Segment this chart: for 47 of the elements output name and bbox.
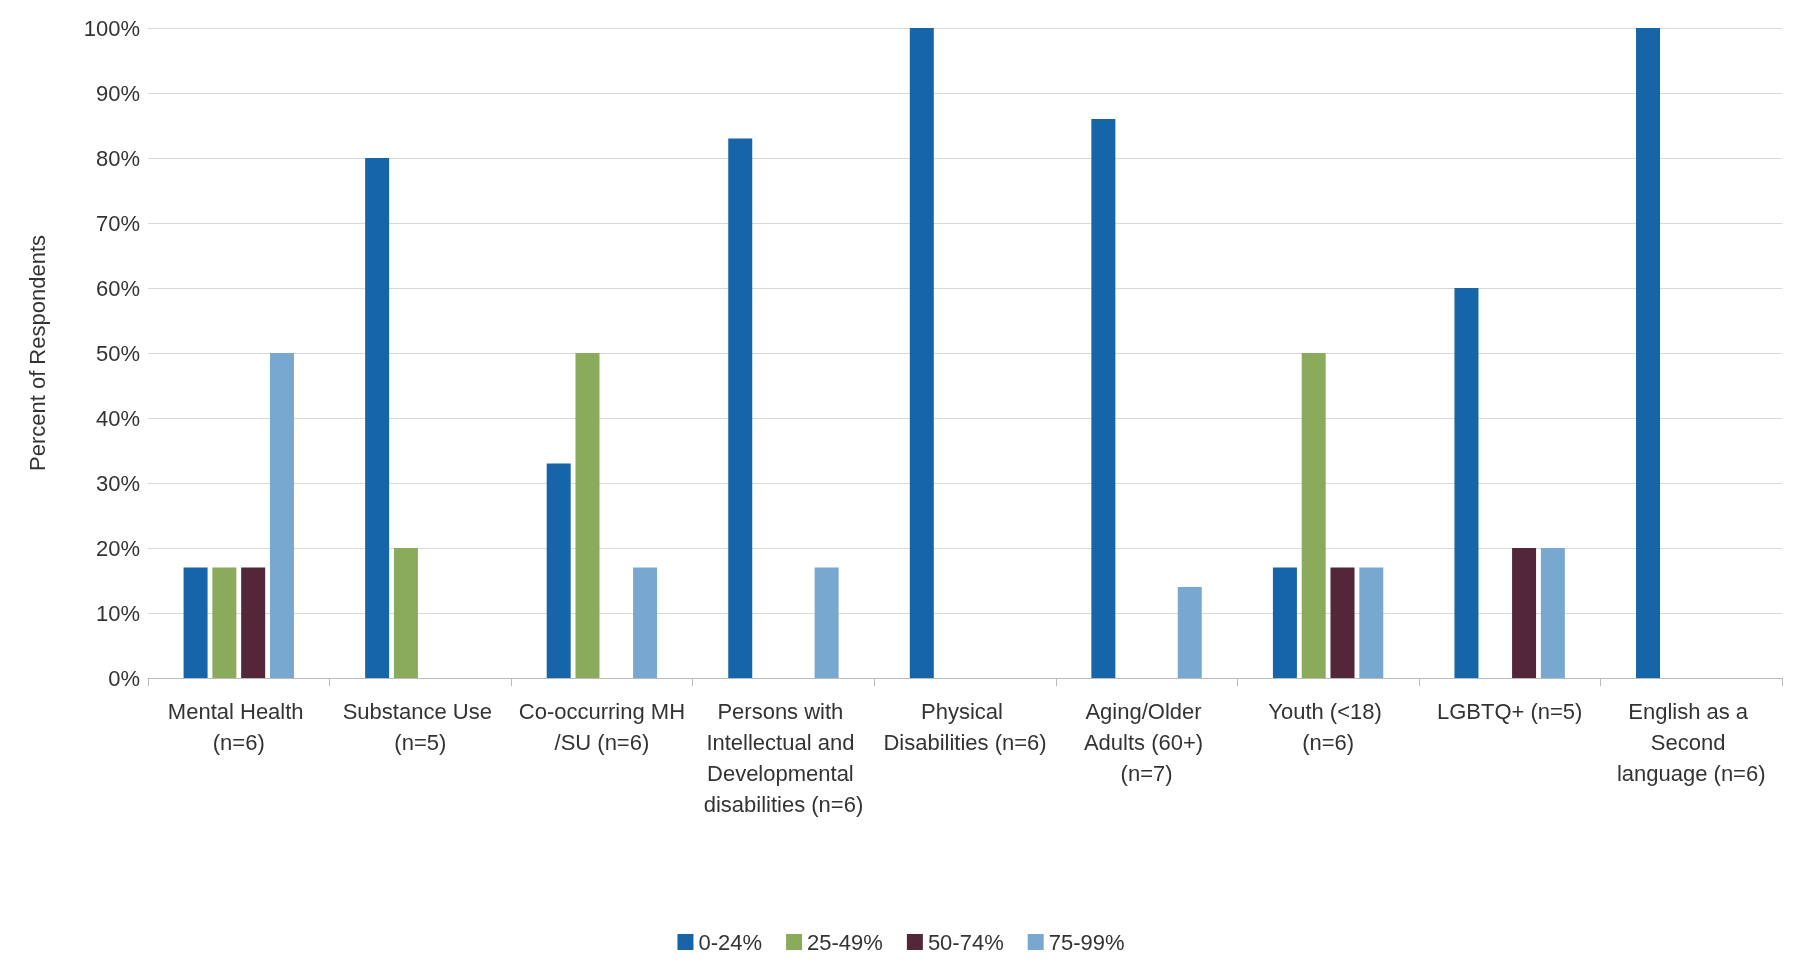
bar [365,158,390,678]
bar [1540,548,1565,678]
bar [1636,28,1661,678]
y-tick-label: 10% [95,600,140,626]
y-axis-title: Percent of Respondents [24,234,50,472]
y-tick-label: 60% [95,275,140,301]
bar [183,567,208,678]
bar [212,567,237,678]
bar [546,463,571,678]
x-tick-label: Persons with Intellectual and Developmental disabilities (n=6) [703,699,864,817]
y-tick-label: 80% [95,145,140,171]
bar [1272,567,1297,678]
y-tick-label: 100% [83,15,140,41]
y-tick-label: 50% [95,340,140,366]
x-tick-label: English as a Second language (n=6) [1616,699,1766,786]
bar [269,353,294,678]
y-tick-label: 20% [95,535,140,561]
bar [1330,567,1355,678]
bar [1512,548,1537,678]
y-tick-label: 90% [95,80,140,106]
y-tick-label: 30% [95,470,140,496]
x-tick-label: Mental Health (n=6) [167,699,310,755]
bar [241,567,266,678]
x-tick-label: Physical Disabilities (n=6) [883,699,1047,755]
bar [814,567,839,678]
bar [633,567,658,678]
x-tick-label: Aging/Older Adults (60+) (n=7) [1083,699,1210,786]
x-tick-label: Substance Use (n=5) [342,699,498,755]
legend-label: 0-24% [698,929,763,955]
bar [728,138,753,678]
legend-label: 75-99% [1048,929,1125,955]
legend-label: 50-74% [927,929,1004,955]
y-tick-label: 40% [95,405,140,431]
bar [1177,587,1202,678]
bar [909,28,934,678]
bar [1091,119,1116,678]
x-tick-label: LGBTQ+ (n=5) [1436,699,1583,724]
x-tick-label: Co-occurring MH/SU (n=6) [518,699,686,755]
y-tick-label: 70% [95,210,140,236]
bar [1301,353,1326,678]
y-tick-label: 0% [108,665,140,691]
bar [1454,288,1479,678]
bar [393,548,418,678]
legend-label: 25-49% [807,929,883,955]
bar [575,353,600,678]
bar [1359,567,1384,678]
x-tick-label: Youth (<18) (n=6) [1268,699,1388,755]
